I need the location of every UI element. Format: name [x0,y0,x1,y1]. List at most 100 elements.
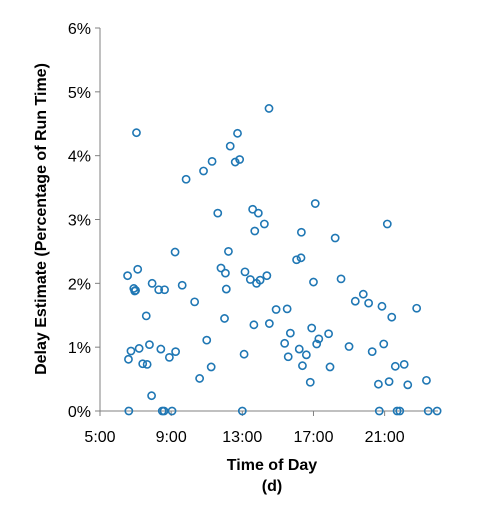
data-point [432,406,442,416]
data-point [237,406,247,416]
data-point [309,277,318,287]
data-point [412,303,422,313]
y-tick-label: 1% [68,340,91,357]
data-point [170,247,180,257]
data-point [296,227,306,237]
data-point [423,406,433,416]
data-point [177,280,187,290]
data-point [310,199,320,208]
data-point [171,347,181,357]
data-point [159,406,169,416]
x-axis-ticks: 5:00 9:00 13:00 17:00 21:00 [84,411,405,446]
data-point [262,271,272,281]
data-point [325,362,335,372]
data-point [264,319,274,328]
data-point [154,285,164,295]
data-point [156,344,166,354]
data-point [395,406,405,416]
data-point [292,255,301,265]
y-axis-ticks: 0% 1% 2% 3% 4% 5% 6% [68,21,100,421]
data-point [133,264,143,274]
x-tick-label: 17:00 [293,429,333,446]
data-point [230,157,240,167]
data-point [124,354,133,364]
data-point [255,275,265,285]
data-point [221,284,231,294]
data-point [253,208,263,218]
y-tick-label: 5% [68,85,91,102]
data-point [364,298,374,308]
data-point [131,285,140,295]
x-tick-label: 13:00 [222,429,262,446]
data-point [239,349,249,359]
y-tick-label: 6% [68,21,91,38]
data-point [225,141,235,151]
data-point [147,391,156,401]
data-point [216,263,226,273]
x-axis-title: Time of Day [227,457,318,474]
data-point [220,314,229,323]
x-tick-label: 9:00 [156,429,187,446]
data-point [141,311,151,321]
data-point [250,226,260,236]
data-point [132,128,141,138]
data-point [142,360,152,369]
data-point [358,289,368,299]
data-point [296,253,306,263]
x-tick-label: 21:00 [365,429,405,446]
data-point [124,406,134,416]
y-axis-title: Delay Estimate (Percentage of Run Time) [33,63,50,375]
data-point [259,219,269,229]
data-point [195,374,205,383]
data-point [294,344,304,354]
data-point [305,377,315,387]
data-point [181,174,191,184]
data-point [207,157,217,166]
data-point [307,323,317,333]
y-tick-label: 4% [68,149,91,166]
y-tick-label: 0% [68,404,91,421]
data-point [249,320,259,330]
data-point [123,271,132,281]
data-point [224,247,233,256]
data-point [379,339,389,349]
data-point [336,274,346,284]
data-point [324,329,333,339]
data-point [221,268,230,278]
data-point [301,350,311,360]
data-point [282,304,292,314]
data-point [199,166,208,176]
data-point [134,344,144,353]
data-point [384,377,394,387]
data-point [403,380,413,390]
data-point [213,208,223,218]
data-point [164,352,174,362]
data-point [312,339,322,349]
data-point [160,285,169,295]
chart-caption: (d) [262,478,282,495]
data-point [264,104,274,113]
data-point [298,361,307,371]
data-point [422,375,431,385]
data-point [387,312,397,322]
data-points [123,104,442,416]
data-point [399,360,409,369]
data-point [190,297,200,307]
data-point [330,233,340,243]
data-point [374,379,383,389]
plot-area [99,28,438,412]
data-point [367,347,377,357]
data-point [377,301,387,311]
x-tick-label: 5:00 [84,429,115,446]
data-point [167,406,177,416]
data-point [344,342,354,351]
data-point [147,278,157,288]
data-point [202,335,212,345]
data-point [314,334,324,344]
data-point [374,406,384,416]
data-point [390,361,400,371]
y-tick-label: 2% [68,276,91,293]
data-point [138,359,148,369]
data-point [245,275,255,284]
